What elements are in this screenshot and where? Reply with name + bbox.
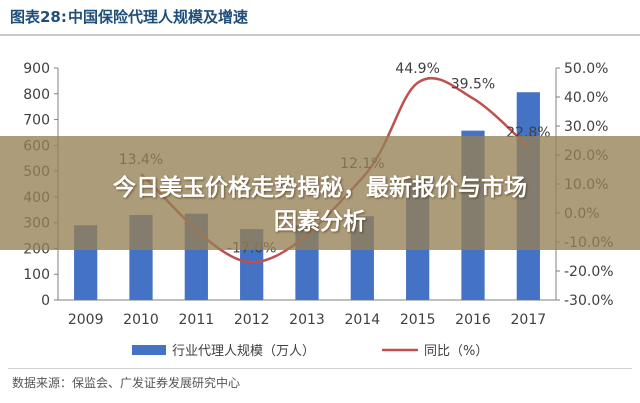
legend-line-label: 同比（%） bbox=[424, 344, 488, 359]
overlay-banner: 今日美玉价格走势揭秘，最新报价与市场 因素分析 bbox=[0, 136, 640, 250]
x-tick-label: 2012 bbox=[234, 312, 270, 328]
right-tick-label: -20.0% bbox=[564, 264, 614, 280]
x-tick-label: 2015 bbox=[400, 312, 436, 328]
left-tick-label: 800 bbox=[23, 87, 50, 103]
right-tick-label: 50.0% bbox=[564, 61, 608, 77]
left-tick-label: 100 bbox=[23, 267, 50, 283]
x-tick-label: 2011 bbox=[179, 312, 215, 328]
figure-title: 中国保险代理人规模及增速 bbox=[68, 8, 249, 26]
legend-bar-swatch bbox=[132, 345, 166, 355]
banner-headline-line-2: 因素分析 bbox=[274, 209, 366, 235]
banner-headline-line-1: 今日美玉价格走势揭秘，最新报价与市场 bbox=[113, 175, 527, 201]
x-tick-label: 2017 bbox=[511, 312, 547, 328]
left-tick-label: 900 bbox=[23, 61, 50, 77]
source-divider bbox=[8, 368, 632, 369]
yoy-data-label: 44.9% bbox=[395, 61, 439, 77]
x-tick-label: 2013 bbox=[289, 312, 325, 328]
x-tick-label: 2016 bbox=[455, 312, 491, 328]
x-tick-label: 2010 bbox=[123, 312, 159, 328]
left-tick-label: 700 bbox=[23, 113, 50, 129]
figure-header: 图表28: 中国保险代理人规模及增速 bbox=[0, 0, 640, 36]
x-tick-label: 2009 bbox=[68, 312, 104, 328]
right-tick-label: 40.0% bbox=[564, 90, 608, 106]
left-tick-label: 0 bbox=[41, 293, 50, 309]
right-tick-label: -30.0% bbox=[564, 293, 614, 309]
legend-bar-label: 行业代理人规模（万人） bbox=[172, 344, 315, 359]
right-tick-label: 30.0% bbox=[564, 119, 608, 135]
figure-number: 图表28: bbox=[10, 8, 67, 26]
source-note: 数据来源：保监会、广发证券发展研究中心 bbox=[12, 376, 241, 390]
x-tick-label: 2014 bbox=[345, 312, 381, 328]
yoy-data-label: 39.5% bbox=[451, 76, 495, 92]
